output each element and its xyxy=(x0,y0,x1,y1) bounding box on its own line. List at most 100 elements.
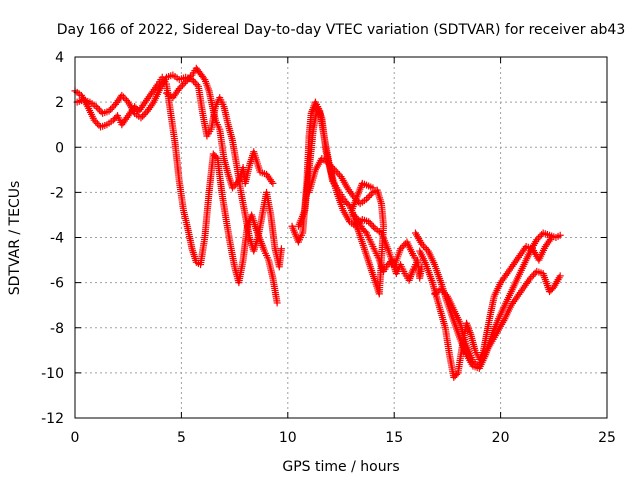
data-point xyxy=(95,106,103,114)
data-point xyxy=(212,153,220,161)
x-axis-label: GPS time / hours xyxy=(282,459,399,475)
data-point xyxy=(530,271,538,279)
data-point xyxy=(334,169,342,177)
data-point xyxy=(139,112,147,120)
data-point xyxy=(108,104,116,112)
data-point xyxy=(95,121,103,129)
data-point xyxy=(94,104,102,112)
data-point xyxy=(140,111,148,119)
series-track-g xyxy=(431,267,564,370)
data-point xyxy=(180,80,188,88)
grid xyxy=(75,57,607,418)
data-series xyxy=(71,64,564,381)
data-point xyxy=(437,285,445,293)
data-point xyxy=(397,245,405,253)
data-point xyxy=(364,193,372,201)
data-point xyxy=(177,83,185,91)
data-point xyxy=(421,244,429,252)
data-point xyxy=(182,78,190,86)
data-point xyxy=(335,171,343,179)
data-point xyxy=(123,96,131,104)
series-track-i xyxy=(294,103,422,271)
y-tick-label: -4 xyxy=(50,231,64,247)
chart-title: Day 166 of 2022, Sidereal Day-to-day VTE… xyxy=(57,22,626,38)
y-tick-label: 2 xyxy=(55,95,64,111)
data-point xyxy=(355,219,363,227)
data-point xyxy=(273,299,281,307)
data-point xyxy=(398,243,406,251)
data-point xyxy=(118,91,126,99)
data-point xyxy=(277,245,285,253)
y-tick-label: 0 xyxy=(55,140,64,156)
data-point xyxy=(536,232,544,240)
y-tick-label: 4 xyxy=(55,50,64,66)
data-point xyxy=(92,103,100,111)
data-point xyxy=(352,222,360,230)
data-point xyxy=(366,219,374,227)
data-point xyxy=(531,269,539,277)
x-tick-label: 25 xyxy=(598,430,616,446)
series-track-d xyxy=(305,155,388,298)
x-tick-label: 0 xyxy=(71,430,80,446)
data-point xyxy=(186,73,194,81)
data-point xyxy=(423,245,431,253)
data-point xyxy=(556,272,564,280)
x-tick-label: 20 xyxy=(492,430,510,446)
plot-frame xyxy=(74,56,608,419)
data-point xyxy=(534,234,542,242)
y-tick-label: -8 xyxy=(50,321,64,337)
data-point xyxy=(361,227,369,235)
data-point xyxy=(369,223,377,231)
data-point xyxy=(178,81,186,89)
data-point xyxy=(92,118,100,126)
y-tick-label: -2 xyxy=(50,185,64,201)
x-tick-label: 5 xyxy=(177,430,186,446)
y-axis-label: SDTVAR / TECUs xyxy=(7,181,23,296)
data-point xyxy=(367,190,375,198)
series-track-h xyxy=(163,64,277,192)
data-point xyxy=(369,184,377,192)
data-point xyxy=(185,74,193,82)
y-tick-label: -12 xyxy=(41,411,64,427)
x-tick-label: 10 xyxy=(279,430,297,446)
data-point xyxy=(233,179,241,187)
data-point xyxy=(439,287,447,295)
data-point xyxy=(453,370,461,378)
data-point xyxy=(269,179,277,187)
data-point xyxy=(556,231,564,239)
data-point xyxy=(93,120,101,128)
data-point xyxy=(548,234,556,241)
data-point xyxy=(414,258,422,266)
data-point xyxy=(526,274,534,282)
data-point xyxy=(175,85,183,93)
data-point xyxy=(137,114,145,122)
series-track-a xyxy=(71,73,281,307)
data-point xyxy=(357,217,365,225)
data-point xyxy=(442,290,450,298)
data-point xyxy=(97,108,105,116)
data-point xyxy=(121,95,129,103)
data-point xyxy=(230,182,238,190)
data-point xyxy=(538,231,546,239)
data-point xyxy=(105,107,113,115)
data-point xyxy=(419,242,427,250)
data-point xyxy=(528,272,536,280)
data-point xyxy=(366,192,374,200)
y-tick-label: -10 xyxy=(41,366,64,382)
x-tick-label: 15 xyxy=(385,430,403,446)
data-point xyxy=(193,81,201,89)
data-point xyxy=(368,221,376,229)
data-point xyxy=(90,116,98,124)
data-point xyxy=(353,221,361,229)
series-track-b xyxy=(73,71,285,271)
data-point xyxy=(228,184,236,192)
data-point xyxy=(232,180,240,188)
series-track-f xyxy=(416,234,556,381)
data-point xyxy=(119,93,127,101)
data-point xyxy=(183,76,191,84)
data-point xyxy=(191,79,199,87)
data-point xyxy=(533,236,541,244)
data-point xyxy=(363,195,371,203)
